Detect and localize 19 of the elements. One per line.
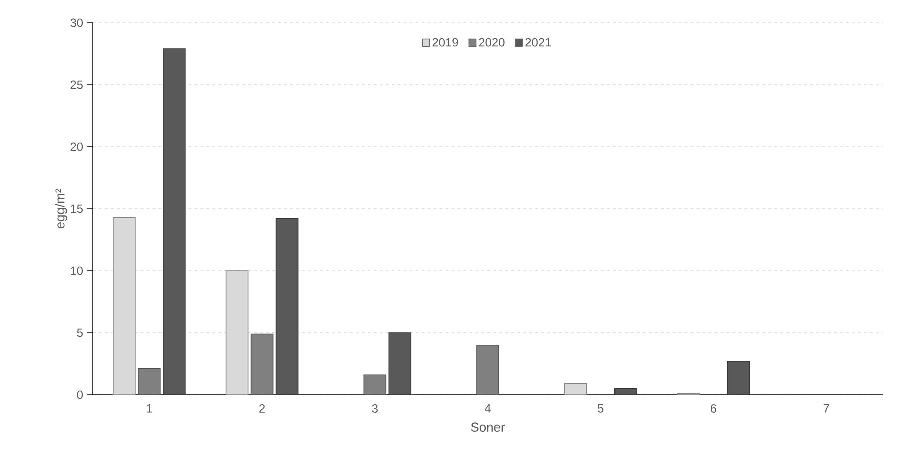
x-tick-label: 4 xyxy=(484,404,491,413)
legend-label: 2019 xyxy=(432,38,458,47)
x-tick-label: 6 xyxy=(711,404,717,413)
legend-label: 2021 xyxy=(526,38,552,47)
y-tick-label: 30 xyxy=(70,18,84,28)
legend-label: 2020 xyxy=(479,38,505,47)
x-axis-title: Soner xyxy=(471,422,506,432)
x-tick-label: 2 xyxy=(260,404,266,413)
y-tick-label: 15 xyxy=(71,204,83,214)
y-tick-label: 5 xyxy=(77,328,83,338)
y-tick-label: 10 xyxy=(71,266,84,276)
x-tick-label: 1 xyxy=(147,404,152,413)
y-tick-label: 25 xyxy=(70,80,83,90)
x-tick-label: 3 xyxy=(372,404,378,413)
y-axis-title: egg/m² xyxy=(55,189,68,229)
x-tick-label: 7 xyxy=(824,404,830,413)
y-tick-label: 0 xyxy=(77,390,84,400)
y-tick-label: 20 xyxy=(70,142,84,152)
x-tick-label: 5 xyxy=(598,404,604,413)
